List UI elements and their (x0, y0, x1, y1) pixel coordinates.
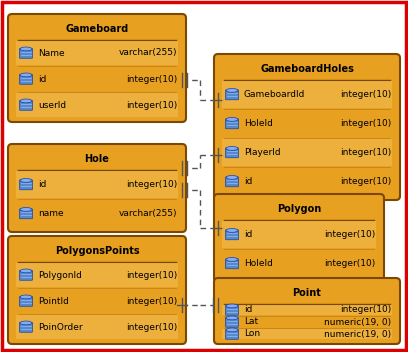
Text: GameboardId: GameboardId (244, 90, 305, 99)
Text: Hole: Hole (84, 154, 109, 164)
Text: integer(10): integer(10) (126, 322, 177, 332)
FancyBboxPatch shape (20, 49, 33, 58)
Ellipse shape (20, 178, 32, 182)
FancyBboxPatch shape (214, 54, 400, 200)
Text: integer(10): integer(10) (340, 177, 391, 186)
Ellipse shape (226, 304, 238, 308)
Text: Lat: Lat (244, 318, 258, 327)
FancyBboxPatch shape (226, 119, 238, 129)
Ellipse shape (226, 316, 238, 320)
Text: integer(10): integer(10) (126, 180, 177, 189)
FancyBboxPatch shape (214, 278, 400, 344)
FancyBboxPatch shape (226, 306, 238, 315)
FancyBboxPatch shape (20, 322, 33, 332)
Text: Point: Point (293, 288, 322, 298)
FancyBboxPatch shape (226, 329, 238, 339)
FancyBboxPatch shape (8, 236, 186, 344)
Text: integer(10): integer(10) (340, 119, 391, 128)
Bar (16, 315, 178, 339)
Ellipse shape (226, 176, 238, 179)
Ellipse shape (20, 295, 32, 299)
Ellipse shape (226, 228, 238, 232)
Text: id: id (244, 230, 253, 239)
Bar (16, 171, 178, 198)
FancyBboxPatch shape (8, 14, 186, 122)
Text: integer(10): integer(10) (324, 230, 375, 239)
Text: integer(10): integer(10) (324, 259, 375, 268)
Text: integer(10): integer(10) (340, 148, 391, 157)
FancyBboxPatch shape (20, 100, 33, 110)
FancyBboxPatch shape (226, 90, 238, 100)
Bar (222, 221, 376, 248)
Bar (222, 81, 392, 108)
Bar (16, 263, 178, 287)
FancyBboxPatch shape (20, 270, 33, 280)
Text: userId: userId (38, 101, 66, 109)
Ellipse shape (20, 321, 32, 325)
FancyBboxPatch shape (226, 230, 238, 240)
Text: varchar(255): varchar(255) (118, 209, 177, 218)
FancyBboxPatch shape (226, 259, 238, 269)
Ellipse shape (20, 269, 32, 273)
Ellipse shape (20, 208, 32, 211)
Text: HoleId: HoleId (244, 259, 273, 268)
FancyBboxPatch shape (226, 318, 238, 327)
FancyBboxPatch shape (20, 74, 33, 84)
Ellipse shape (20, 73, 32, 77)
Ellipse shape (20, 47, 32, 51)
Bar (222, 305, 392, 315)
FancyBboxPatch shape (226, 177, 238, 187)
FancyBboxPatch shape (20, 296, 33, 306)
Text: HoleId: HoleId (244, 119, 273, 128)
Text: varchar(255): varchar(255) (118, 49, 177, 57)
FancyBboxPatch shape (20, 180, 33, 190)
Text: integer(10): integer(10) (126, 101, 177, 109)
Ellipse shape (226, 258, 238, 261)
Text: integer(10): integer(10) (340, 90, 391, 99)
Ellipse shape (226, 146, 238, 150)
Text: PlayerId: PlayerId (244, 148, 281, 157)
Text: numeric(19, 0): numeric(19, 0) (324, 318, 391, 327)
Bar (222, 139, 392, 166)
Text: Name: Name (38, 49, 64, 57)
Text: integer(10): integer(10) (340, 306, 391, 314)
Text: PoinOrder: PoinOrder (38, 322, 83, 332)
Bar (16, 41, 178, 65)
Text: PolygonId: PolygonId (38, 270, 82, 279)
FancyBboxPatch shape (20, 209, 33, 219)
Bar (222, 329, 392, 339)
FancyBboxPatch shape (8, 144, 186, 232)
Ellipse shape (226, 328, 238, 332)
Text: id: id (38, 180, 47, 189)
Bar (16, 93, 178, 117)
Text: integer(10): integer(10) (126, 75, 177, 83)
FancyBboxPatch shape (226, 148, 238, 158)
Ellipse shape (20, 99, 32, 103)
Text: GameboardHoles: GameboardHoles (260, 64, 354, 74)
Text: name: name (38, 209, 64, 218)
Text: integer(10): integer(10) (126, 270, 177, 279)
Text: Lon: Lon (244, 329, 260, 339)
Ellipse shape (226, 88, 238, 92)
Text: numeric(19, 0): numeric(19, 0) (324, 329, 391, 339)
Text: integer(10): integer(10) (126, 296, 177, 306)
Ellipse shape (226, 118, 238, 121)
Text: PolygonsPoints: PolygonsPoints (55, 246, 139, 256)
Text: Polygon: Polygon (277, 204, 321, 214)
Text: PointId: PointId (38, 296, 69, 306)
FancyBboxPatch shape (214, 194, 384, 282)
Text: id: id (244, 177, 253, 186)
Text: id: id (244, 306, 253, 314)
Text: id: id (38, 75, 47, 83)
Text: Gameboard: Gameboard (65, 24, 129, 34)
